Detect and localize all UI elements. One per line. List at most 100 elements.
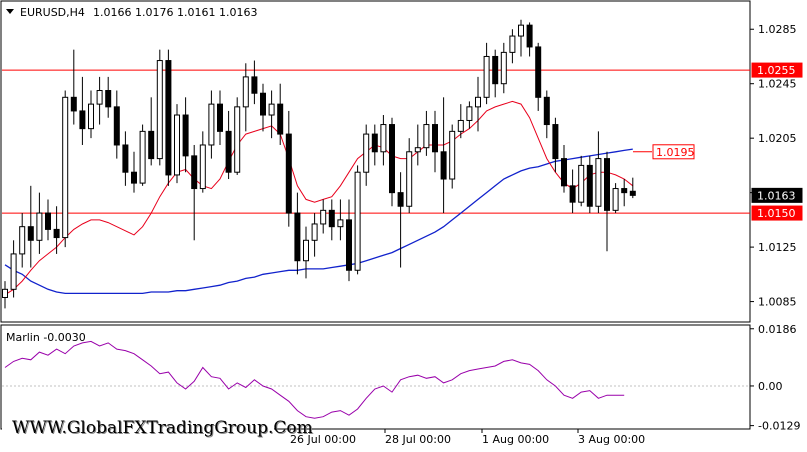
bear-candle xyxy=(561,158,567,187)
bull-candle xyxy=(518,24,524,37)
bear-candle xyxy=(492,55,499,85)
watermark-banner: WWW.GlobalFXTradingGroup.Com xyxy=(2,408,313,448)
bear-candle xyxy=(629,190,636,196)
bear-candle xyxy=(277,103,284,135)
bear-candle xyxy=(621,188,628,194)
bear-candle xyxy=(105,90,112,108)
bear-candle xyxy=(165,60,172,176)
bear-candle xyxy=(285,133,292,214)
bull-candle xyxy=(483,55,490,98)
bull-candle xyxy=(363,133,370,173)
bull-candle xyxy=(303,239,309,262)
price-label-box xyxy=(751,205,803,221)
price-label-box xyxy=(751,187,803,203)
bull-candle xyxy=(337,219,344,228)
bull-candle xyxy=(500,51,507,85)
bull-candle xyxy=(414,147,421,153)
marlin-tick-label: 0.0186 xyxy=(758,323,797,336)
price-label-text: 1.0255 xyxy=(757,64,796,77)
price-panel-frame xyxy=(0,0,751,323)
bear-candle xyxy=(225,130,232,173)
price-tick-label: 1.0285 xyxy=(758,23,797,36)
bull-candle xyxy=(10,253,17,290)
bull-candle xyxy=(242,76,249,108)
bear-candle xyxy=(371,133,378,153)
symbol-label: EURUSD,H4 xyxy=(20,6,85,19)
bear-candle xyxy=(294,212,301,262)
marlin-axis: 0.0186 0.00 -0.0129 xyxy=(2,323,800,433)
bear-candle xyxy=(131,171,137,184)
price-tick-label: 1.0125 xyxy=(758,241,797,254)
bull-candle xyxy=(612,188,619,211)
bear-candle xyxy=(113,106,120,146)
marlin-panel[interactable]: 0.0186 0.00 -0.0129 Marlin -0.0030 xyxy=(0,323,800,433)
price-labels: 1.0255 1.0163 1.0150 1.0195 xyxy=(633,62,803,221)
bear-candle xyxy=(53,228,60,239)
slow-moving-average xyxy=(4,148,633,295)
marlin-line xyxy=(4,340,625,419)
bull-candle xyxy=(466,106,473,121)
bear-candle xyxy=(182,114,189,157)
bull-candle xyxy=(36,212,43,241)
chart-menu-arrow-icon[interactable] xyxy=(6,9,14,14)
bull-candle xyxy=(156,60,163,160)
bear-candle xyxy=(535,46,542,98)
bear-candle xyxy=(79,110,86,130)
bear-candle xyxy=(148,130,155,160)
price-tick-label: 1.0245 xyxy=(758,78,797,91)
bull-candle xyxy=(311,223,318,241)
time-tick-label: 1 Aug 00:00 xyxy=(482,433,549,446)
bear-candle xyxy=(440,151,447,180)
bear-candle xyxy=(27,226,34,241)
bull-candle xyxy=(406,151,413,207)
bull-candle xyxy=(62,96,69,239)
bear-candle xyxy=(389,124,395,194)
slow-ma-line xyxy=(4,148,633,295)
bull-candle xyxy=(19,226,26,255)
bear-candle xyxy=(569,185,576,203)
bull-candle xyxy=(475,96,481,108)
marlin-series-line xyxy=(4,340,625,419)
bear-candle xyxy=(604,158,610,211)
bear-candle xyxy=(397,192,404,207)
price-label-text: 1.0163 xyxy=(757,189,796,202)
horizontal-levels[interactable] xyxy=(2,69,750,214)
bear-candle xyxy=(543,96,550,126)
bull-candle xyxy=(423,124,430,149)
bull-candle xyxy=(208,103,215,146)
fast-ma-line xyxy=(4,100,634,296)
bull-candle xyxy=(354,171,361,271)
bull-candle xyxy=(88,103,94,130)
bull-candle xyxy=(449,130,456,180)
time-tick-label: 26 Jul 00:00 xyxy=(290,433,356,446)
bear-candle xyxy=(586,164,593,207)
bull-candle xyxy=(96,90,103,105)
bear-candle xyxy=(260,92,266,116)
target-label-text: 1.0195 xyxy=(656,146,695,159)
bull-candle xyxy=(174,114,180,176)
bear-candle xyxy=(552,124,559,160)
bull-candle xyxy=(578,164,585,203)
bear-candle xyxy=(346,219,352,271)
time-axis: 26 Jul 00:00 28 Jul 00:00 1 Aug 00:00 3 Aug… xyxy=(289,429,645,446)
bear-candle xyxy=(217,103,223,132)
marlin-tick-label: 0.00 xyxy=(758,380,783,393)
bull-candle xyxy=(234,106,241,173)
bull-candle xyxy=(595,158,602,207)
time-tick-label: 3 Aug 00:00 xyxy=(578,433,645,446)
bear-candle xyxy=(191,155,198,190)
bull-candle xyxy=(268,103,275,116)
bull-candle xyxy=(457,119,464,132)
marlin-label: Marlin -0.0030 xyxy=(6,331,86,344)
bear-candle xyxy=(251,76,258,94)
bull-candle xyxy=(380,124,387,153)
bear-candle xyxy=(70,96,77,112)
price-label-box xyxy=(751,62,803,78)
candlesticks xyxy=(2,19,636,309)
bear-candle xyxy=(432,124,438,153)
bear-candle xyxy=(526,24,533,48)
marlin-tick-label: -0.0129 xyxy=(758,420,800,433)
time-tick-label: 28 Jul 00:00 xyxy=(385,433,451,446)
